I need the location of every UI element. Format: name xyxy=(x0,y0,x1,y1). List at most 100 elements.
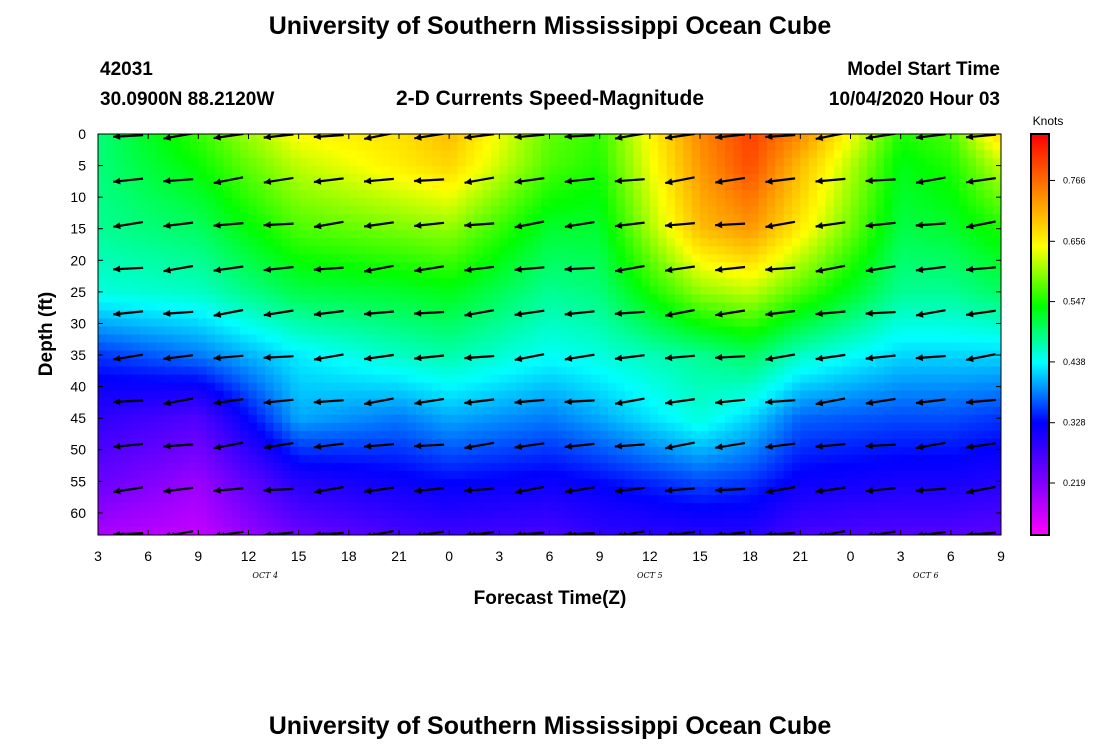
heatmap-cell xyxy=(231,206,241,215)
heatmap-cell xyxy=(842,310,852,320)
heatmap-cell xyxy=(825,310,835,320)
heatmap-cell xyxy=(875,462,885,472)
heatmap-cell xyxy=(608,310,617,320)
heatmap-cell xyxy=(516,438,526,448)
heatmap-cell xyxy=(256,350,266,360)
heatmap-cell xyxy=(683,254,693,263)
heatmap-cell xyxy=(817,142,827,151)
heatmap-cell xyxy=(223,302,233,312)
heatmap-cell xyxy=(582,206,592,215)
heatmap-cell xyxy=(307,462,316,472)
heatmap-cell xyxy=(490,342,500,352)
heatmap-cell xyxy=(674,502,684,512)
heatmap-cell xyxy=(582,374,592,384)
heatmap-cell xyxy=(248,358,258,368)
heatmap-cell xyxy=(256,510,266,520)
heatmap-cell xyxy=(432,454,442,464)
heatmap-cell xyxy=(474,174,484,183)
heatmap-cell xyxy=(106,190,116,199)
heatmap-cell xyxy=(532,502,542,512)
heatmap-cell xyxy=(315,422,325,432)
heatmap-cell xyxy=(332,246,342,255)
heatmap-cell xyxy=(507,214,517,223)
heatmap-cell xyxy=(281,374,291,384)
heatmap-cell xyxy=(399,310,408,320)
heatmap-cell xyxy=(758,278,768,287)
heatmap-cell xyxy=(524,518,534,528)
heatmap-cell xyxy=(223,502,233,512)
heatmap-cell xyxy=(516,478,526,488)
heatmap-cell xyxy=(532,446,542,456)
heatmap-cell xyxy=(240,262,250,271)
heatmap-cell xyxy=(106,446,116,456)
heatmap-cell xyxy=(641,198,651,207)
heatmap-cell xyxy=(457,294,467,304)
heatmap-cell xyxy=(298,270,308,279)
heatmap-cell xyxy=(658,342,668,352)
heatmap-cell xyxy=(549,510,559,520)
heatmap-cell xyxy=(181,294,191,304)
heatmap-cell xyxy=(658,502,668,512)
heatmap-cell xyxy=(307,454,316,464)
heatmap-cell xyxy=(265,390,275,400)
heatmap-cell xyxy=(825,254,835,263)
heatmap-cell xyxy=(582,422,592,432)
heatmap-cell xyxy=(817,422,827,432)
heatmap-cell xyxy=(415,374,425,384)
heatmap-cell xyxy=(290,510,300,520)
heatmap-cell xyxy=(499,382,509,392)
heatmap-cell xyxy=(624,222,634,231)
heatmap-cell xyxy=(842,366,852,376)
heatmap-cell xyxy=(307,406,316,416)
heatmap-cell xyxy=(432,366,442,376)
heatmap-cell xyxy=(298,350,308,360)
heatmap-cell xyxy=(482,302,492,312)
heatmap-cell xyxy=(875,486,885,496)
heatmap-cell xyxy=(440,422,450,432)
heatmap-cell xyxy=(900,134,910,143)
heatmap-cell xyxy=(591,486,601,496)
heatmap-cell xyxy=(248,430,258,440)
heatmap-cell xyxy=(223,470,233,480)
heatmap-cell xyxy=(198,142,208,151)
heatmap-cell xyxy=(164,414,174,424)
heatmap-cell xyxy=(156,382,166,392)
heatmap-cell xyxy=(106,294,116,304)
heatmap-cell xyxy=(432,158,442,167)
heatmap-cell xyxy=(156,166,166,175)
heatmap-cell xyxy=(666,366,676,376)
heatmap-cell xyxy=(173,334,183,344)
heatmap-cell xyxy=(750,454,760,464)
heatmap-cell xyxy=(925,174,935,183)
heatmap-cell xyxy=(649,470,659,480)
heatmap-cell xyxy=(139,134,149,143)
heatmap-cell xyxy=(691,366,701,376)
heatmap-cell xyxy=(474,142,484,151)
heatmap-cell xyxy=(440,358,450,368)
heatmap-cell xyxy=(725,278,735,287)
heatmap-cell xyxy=(189,222,199,231)
heatmap-cell xyxy=(817,430,827,440)
heatmap-cell xyxy=(516,150,526,159)
heatmap-cell xyxy=(892,206,902,215)
heatmap-cell xyxy=(189,342,199,352)
heatmap-cell xyxy=(424,486,434,496)
heatmap-cell xyxy=(599,318,609,328)
heatmap-cell xyxy=(858,374,868,384)
heatmap-cell xyxy=(516,414,526,424)
heatmap-cell xyxy=(248,158,258,167)
heatmap-cell xyxy=(215,446,225,456)
heatmap-cell xyxy=(265,214,275,223)
heatmap-cell xyxy=(223,486,233,496)
heatmap-cell xyxy=(365,158,375,167)
heatmap-cell xyxy=(240,502,250,512)
heatmap-cell xyxy=(123,342,133,352)
heatmap-cell xyxy=(766,358,776,368)
heatmap-cell xyxy=(633,350,643,360)
heatmap-cell xyxy=(549,398,559,408)
heatmap-cell xyxy=(549,150,559,159)
heatmap-cell xyxy=(800,502,810,512)
heatmap-cell xyxy=(858,422,868,432)
heatmap-cell xyxy=(850,310,860,320)
heatmap-cell xyxy=(909,486,918,496)
